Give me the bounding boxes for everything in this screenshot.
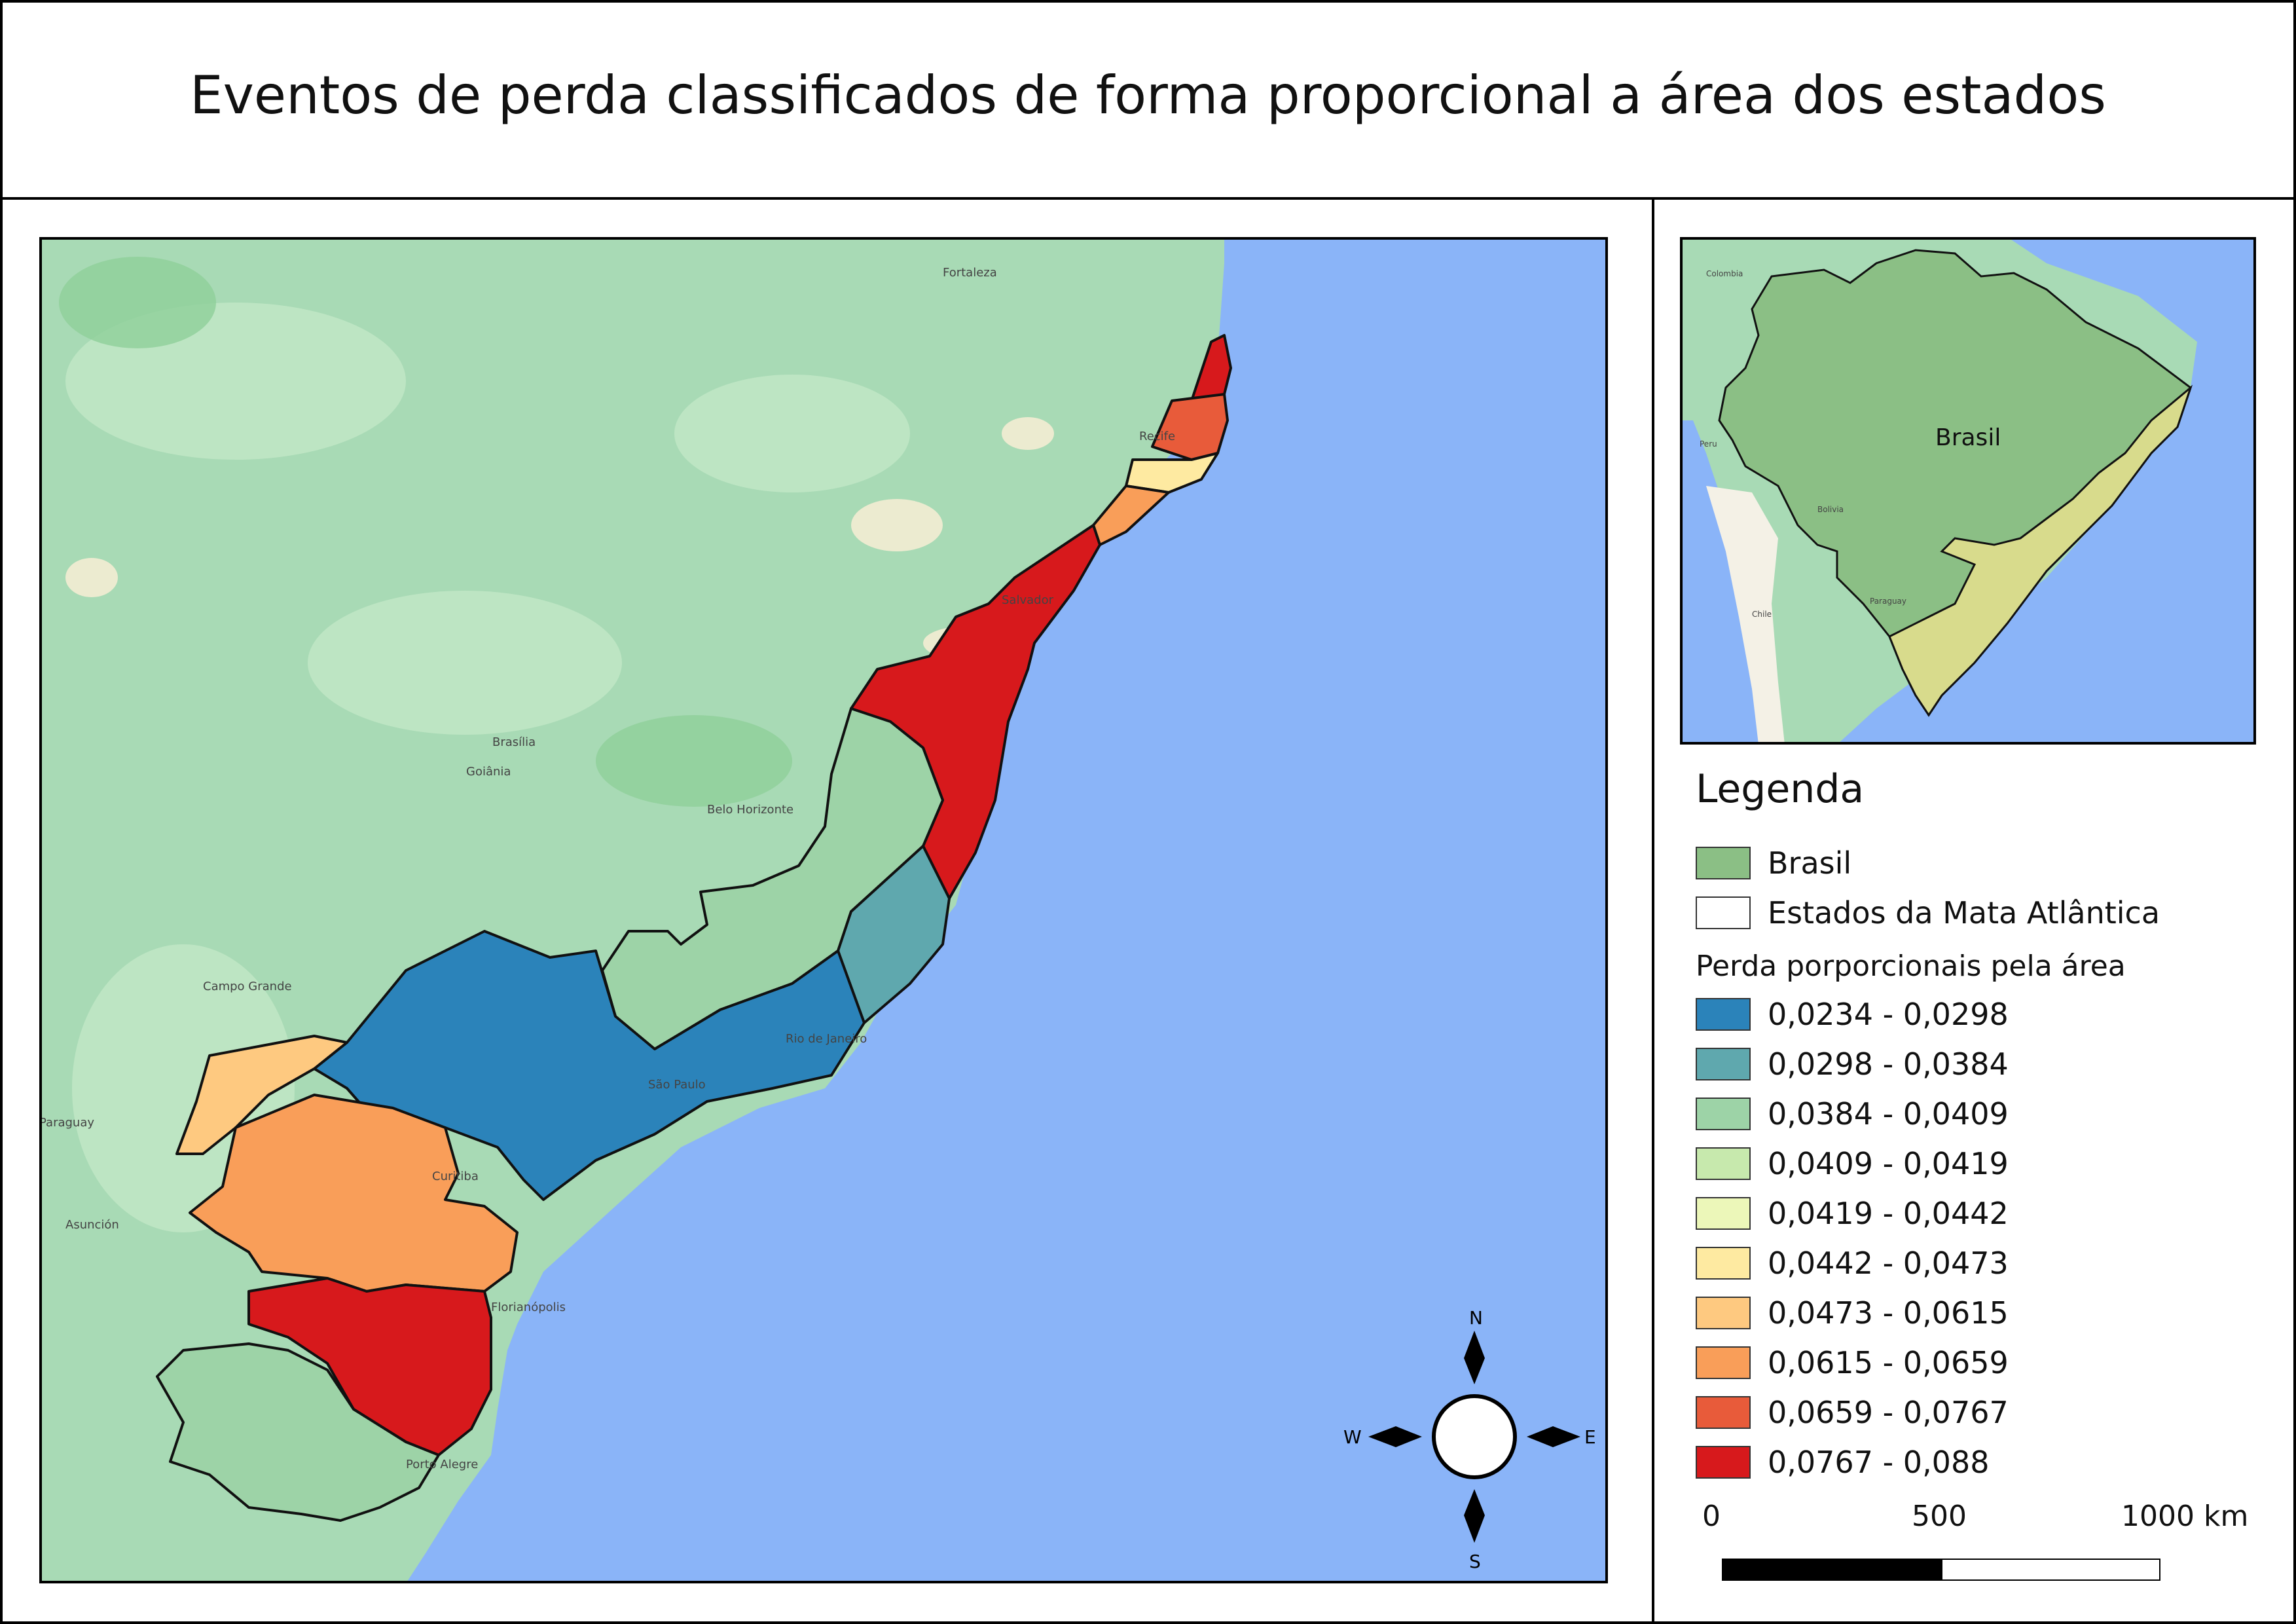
- legend-swatch: [1696, 998, 1751, 1031]
- place-label: Rio de Janeiro: [786, 1032, 867, 1046]
- legend-swatch: [1696, 1098, 1751, 1130]
- legend-class-item: 0,0615 - 0,0659: [1696, 1338, 2272, 1388]
- place-label: Goiânia: [466, 765, 511, 779]
- legend-swatch: [1696, 1297, 1751, 1329]
- scale-bar: 0 500 1000 km: [1702, 1500, 2278, 1581]
- legend-class-item: 0,0384 - 0,0409: [1696, 1089, 2272, 1139]
- legend-swatch: [1696, 1247, 1751, 1280]
- legend-class-item: 0,0442 - 0,0473: [1696, 1238, 2272, 1288]
- legend-swatch: [1696, 1396, 1751, 1429]
- inset-place-labels: Colombia Peru Bolivia Chile Paraguay: [1700, 269, 1906, 619]
- legend-label: 0,0615 - 0,0659: [1768, 1345, 2009, 1380]
- legend-class-item: 0,0409 - 0,0419: [1696, 1139, 2272, 1189]
- legend-class-item: 0,0234 - 0,0298: [1696, 989, 2272, 1039]
- place-label: Salvador: [1002, 593, 1054, 607]
- legend-label: 0,0298 - 0,0384: [1768, 1046, 2009, 1082]
- state-polygons: [156, 334, 1232, 1522]
- legend-label: 0,0384 - 0,0409: [1768, 1096, 2009, 1132]
- place-label: Paraguay: [1870, 597, 1906, 606]
- scale-label-1000: 1000 km: [2121, 1500, 2249, 1533]
- legend-label: 0,0442 - 0,0473: [1768, 1246, 2009, 1281]
- compass-w-label: W: [1343, 1426, 1362, 1448]
- map-frame: [39, 237, 1608, 1583]
- main-map[interactable]: Paraguay Brasília Goiânia Asunción Campo…: [39, 237, 1608, 1583]
- legend-label: 0,0419 - 0,0442: [1768, 1196, 2009, 1231]
- inset-country-label: Brasil: [1935, 424, 2001, 451]
- legend-class-item: 0,0473 - 0,0615: [1696, 1288, 2272, 1338]
- legend-swatch: [1696, 1446, 1751, 1479]
- legend-classes-title: Perda porporcionais pela área: [1696, 950, 2126, 983]
- inset-andes-desert: [1706, 486, 1785, 745]
- place-label: Fortaleza: [943, 266, 997, 280]
- compass-n-label: N: [1469, 1307, 1483, 1329]
- legend-class-item: 0,0767 - 0,088: [1696, 1437, 2272, 1487]
- legend-layer-brasil: Brasil: [1696, 838, 2272, 888]
- place-label: Porto Alegre: [406, 1458, 478, 1471]
- place-label: Peru: [1700, 439, 1717, 449]
- place-label: Chile: [1752, 610, 1772, 619]
- legend-class-item: 0,0419 - 0,0442: [1696, 1189, 2272, 1238]
- legend-swatch: [1696, 1147, 1751, 1180]
- scale-label-500: 500: [1912, 1500, 1967, 1533]
- legend-label: 0,0659 - 0,0767: [1768, 1395, 2009, 1430]
- legend-classes: 0,0234 - 0,0298 0,0298 - 0,0384 0,0384 - 0…: [1696, 989, 2272, 1487]
- legend-label: 0,0234 - 0,0298: [1768, 997, 2009, 1032]
- state-rs: [156, 1342, 440, 1522]
- place-label: Asunción: [65, 1218, 119, 1232]
- scale-label-0: 0: [1702, 1500, 1721, 1533]
- compass-arrow-e: [1527, 1426, 1580, 1447]
- legend-label: Estados da Mata Atlântica: [1768, 895, 2160, 931]
- state-sc: [247, 1277, 492, 1456]
- legend-layer-estados: Estados da Mata Atlântica: [1696, 888, 2272, 938]
- inset-map[interactable]: Brasil Colombia Peru Bolivia Chile Parag…: [1680, 237, 2256, 745]
- place-label: Belo Horizonte: [707, 803, 793, 817]
- legend-swatch: [1696, 1346, 1751, 1379]
- place-label: Paraguay: [39, 1116, 94, 1130]
- legend-swatch: [1696, 1197, 1751, 1230]
- legend-swatch: [1696, 896, 1751, 929]
- compass-s-label: S: [1469, 1551, 1481, 1572]
- map-title: Eventos de perda classificados de forma …: [190, 65, 2106, 126]
- place-label: Campo Grande: [203, 980, 292, 993]
- place-label: Bolivia: [1817, 505, 1844, 514]
- place-label: Florianópolis: [491, 1301, 566, 1314]
- legend-label: 0,0473 - 0,0615: [1768, 1295, 2009, 1331]
- compass-arrow-s: [1464, 1489, 1485, 1543]
- legend-swatch: [1696, 1048, 1751, 1080]
- legend-title: Legenda: [1696, 766, 1865, 812]
- place-label: Curitiba: [432, 1170, 479, 1183]
- compass-e-label: E: [1584, 1426, 1596, 1448]
- place-labels: Paraguay Brasília Goiânia Asunción Campo…: [39, 266, 1175, 1471]
- legend-class-item: 0,0298 - 0,0384: [1696, 1039, 2272, 1089]
- compass-ring: [1432, 1394, 1517, 1479]
- state-es: [837, 845, 951, 1024]
- legend-label: 0,0767 - 0,088: [1768, 1445, 1990, 1480]
- compass-arrow-n: [1464, 1331, 1485, 1384]
- place-label: Brasília: [492, 735, 536, 749]
- legend-label: 0,0409 - 0,0419: [1768, 1146, 2009, 1181]
- scale-bar-black: [1722, 1559, 1941, 1581]
- scale-bar-white: [1941, 1559, 2160, 1581]
- state-rn: [1190, 334, 1232, 402]
- legend-label: Brasil: [1768, 845, 1852, 881]
- forest-patches: [59, 257, 792, 807]
- inset-frame: [1680, 237, 2256, 745]
- legend: Legenda Brasil Estados da Mata Atlântica…: [1696, 766, 2272, 1487]
- legend-swatch: [1696, 847, 1751, 879]
- mata-atlantica-states: [1888, 384, 2193, 717]
- legend-class-item: 0,0659 - 0,0767: [1696, 1388, 2272, 1437]
- place-label: São Paulo: [648, 1078, 706, 1092]
- state-al: [1092, 485, 1170, 546]
- place-label: Colombia: [1706, 269, 1743, 278]
- place-label: Recife: [1139, 430, 1175, 443]
- compass-rose: N S E W: [1343, 1307, 1596, 1572]
- state-ms: [175, 1035, 348, 1155]
- compass-arrow-w: [1368, 1426, 1422, 1447]
- title-panel: Eventos de perda classificados de forma …: [0, 0, 2296, 200]
